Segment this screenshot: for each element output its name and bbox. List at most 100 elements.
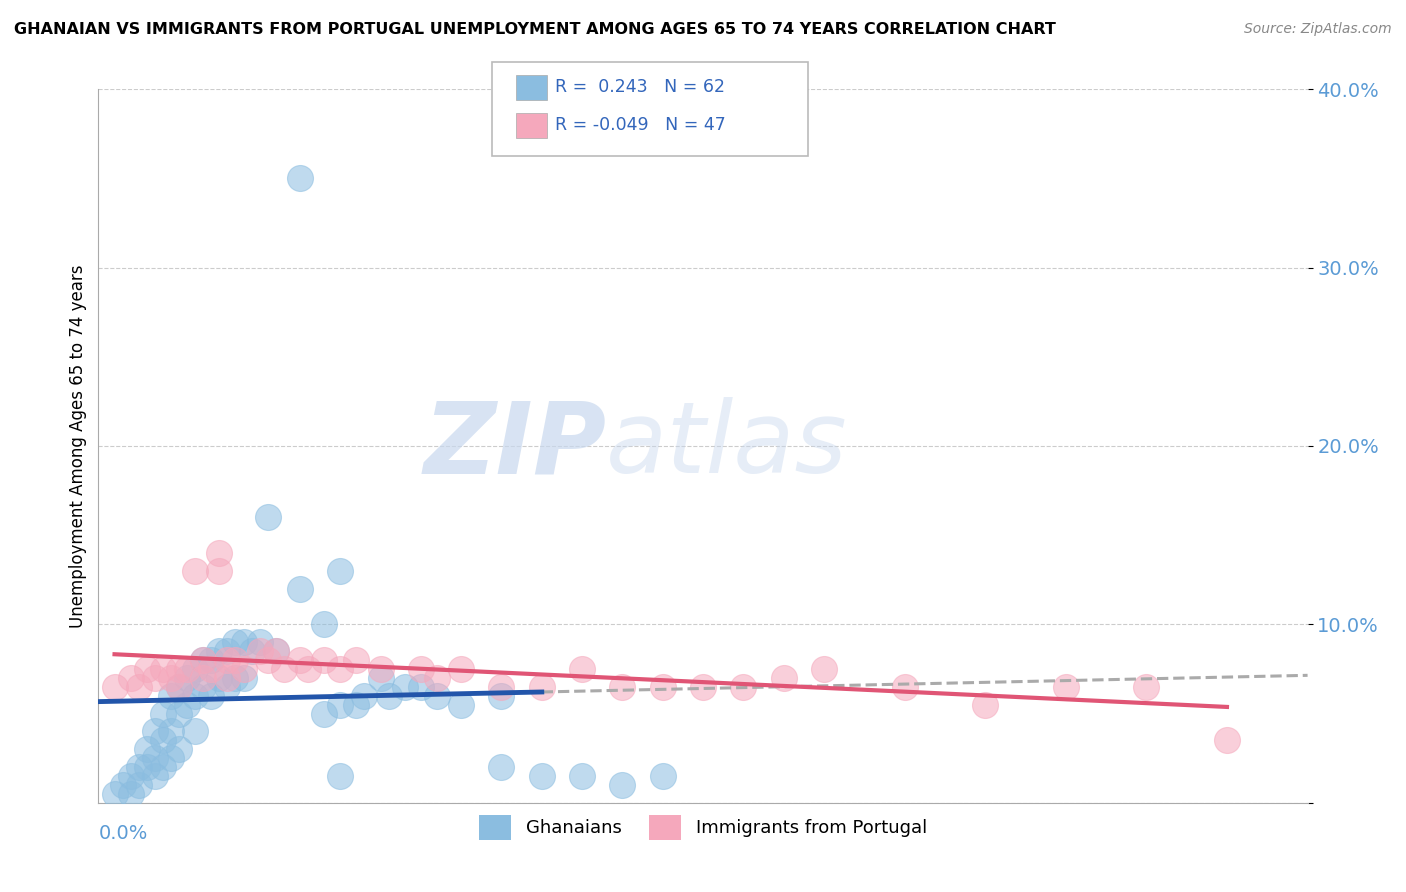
Point — [256, 653, 278, 667]
Point — [426, 671, 449, 685]
Point — [200, 653, 222, 667]
Point — [733, 680, 755, 694]
Point — [377, 689, 399, 703]
Point — [692, 680, 714, 694]
Point — [1216, 733, 1239, 747]
Point — [249, 644, 271, 658]
Point — [143, 724, 166, 739]
Point — [288, 171, 311, 186]
Point — [426, 689, 449, 703]
Point — [409, 680, 432, 694]
Point — [651, 680, 673, 694]
Point — [571, 662, 593, 676]
Point — [160, 751, 183, 765]
Point — [208, 546, 231, 560]
Point — [120, 787, 142, 801]
Point — [143, 751, 166, 765]
Point — [232, 662, 254, 676]
Point — [208, 644, 231, 658]
Point — [273, 662, 295, 676]
Point — [813, 662, 835, 676]
Point — [184, 662, 207, 676]
Point — [571, 769, 593, 783]
Point — [224, 635, 246, 649]
Point — [103, 680, 125, 694]
Point — [128, 760, 150, 774]
Point — [176, 671, 198, 685]
Point — [217, 680, 239, 694]
Point — [491, 689, 513, 703]
Point — [120, 671, 142, 685]
Point — [651, 769, 673, 783]
Point — [394, 680, 416, 694]
Point — [167, 680, 190, 694]
Point — [256, 510, 278, 524]
Point — [103, 787, 125, 801]
Point — [184, 724, 207, 739]
Point — [167, 680, 190, 694]
Point — [314, 617, 336, 632]
Point — [329, 698, 352, 712]
Point — [176, 662, 198, 676]
Point — [314, 706, 336, 721]
Point — [409, 662, 432, 676]
Point — [152, 760, 174, 774]
Point — [491, 680, 513, 694]
Point — [143, 671, 166, 685]
Point — [370, 662, 392, 676]
Point — [120, 769, 142, 783]
Point — [143, 769, 166, 783]
Text: ZIP: ZIP — [423, 398, 606, 494]
Point — [314, 653, 336, 667]
Point — [353, 689, 375, 703]
Point — [288, 582, 311, 596]
Point — [329, 564, 352, 578]
Point — [184, 564, 207, 578]
Point — [297, 662, 319, 676]
Point — [450, 662, 472, 676]
Point — [176, 698, 198, 712]
Point — [217, 671, 239, 685]
Point — [193, 653, 215, 667]
Point — [240, 644, 263, 658]
Point — [128, 778, 150, 792]
Point — [450, 698, 472, 712]
Point — [208, 671, 231, 685]
Point — [1054, 680, 1077, 694]
Point — [200, 662, 222, 676]
Point — [200, 689, 222, 703]
Point — [264, 644, 287, 658]
Point — [893, 680, 915, 694]
Point — [167, 706, 190, 721]
Point — [160, 671, 183, 685]
Point — [111, 778, 134, 792]
Point — [612, 680, 634, 694]
Text: GHANAIAN VS IMMIGRANTS FROM PORTUGAL UNEMPLOYMENT AMONG AGES 65 TO 74 YEARS CORR: GHANAIAN VS IMMIGRANTS FROM PORTUGAL UNE… — [14, 22, 1056, 37]
Text: R =  0.243   N = 62: R = 0.243 N = 62 — [555, 78, 725, 95]
Point — [224, 653, 246, 667]
Point — [152, 662, 174, 676]
Point — [184, 689, 207, 703]
Point — [167, 742, 190, 756]
Point — [232, 671, 254, 685]
Point — [135, 662, 157, 676]
Text: R = -0.049   N = 47: R = -0.049 N = 47 — [555, 116, 725, 134]
Point — [612, 778, 634, 792]
Point — [232, 635, 254, 649]
Point — [974, 698, 997, 712]
Point — [193, 680, 215, 694]
Point — [193, 653, 215, 667]
Point — [344, 653, 367, 667]
Text: Source: ZipAtlas.com: Source: ZipAtlas.com — [1244, 22, 1392, 37]
Point — [128, 680, 150, 694]
Point — [135, 760, 157, 774]
Point — [530, 680, 553, 694]
Point — [208, 564, 231, 578]
Point — [370, 671, 392, 685]
Point — [491, 760, 513, 774]
Point — [167, 662, 190, 676]
Point — [329, 769, 352, 783]
Point — [160, 724, 183, 739]
Point — [224, 671, 246, 685]
Point — [329, 662, 352, 676]
